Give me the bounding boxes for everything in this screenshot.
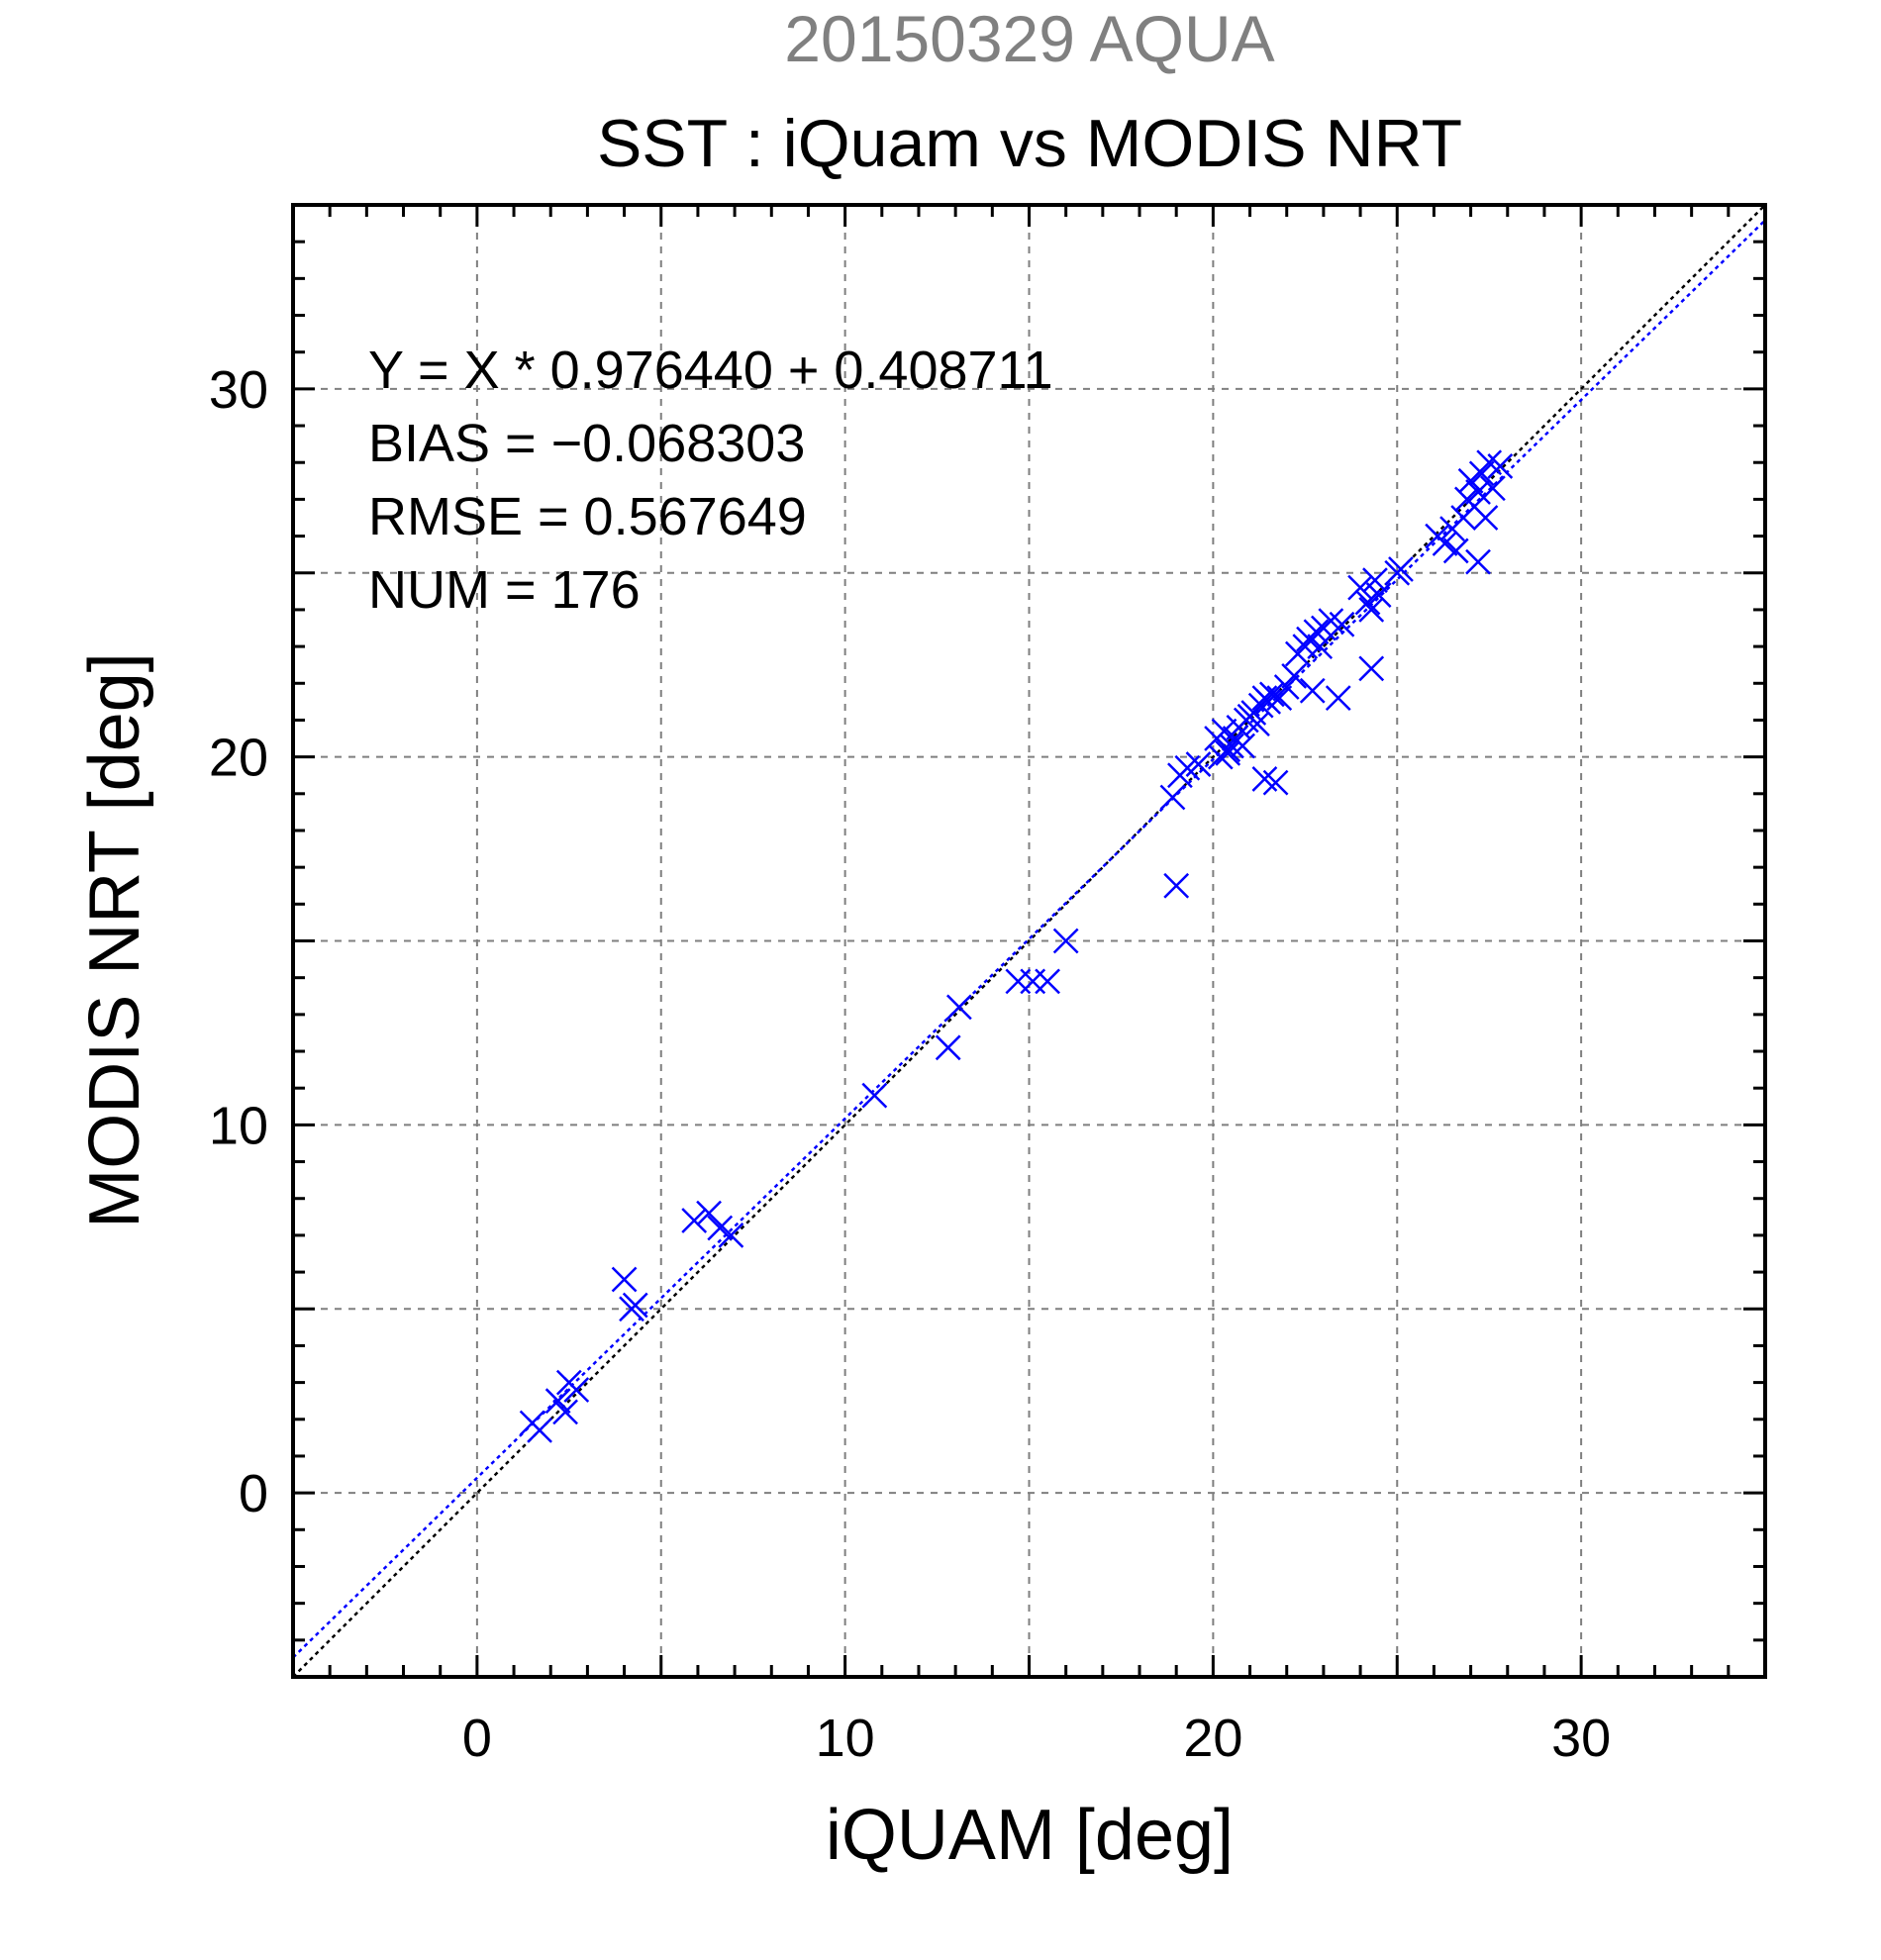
stats-bias: BIAS = −0.068303 bbox=[368, 414, 805, 473]
data-point bbox=[1281, 662, 1308, 689]
data-point bbox=[1273, 674, 1300, 700]
data-point bbox=[1329, 611, 1355, 637]
data-point bbox=[1472, 505, 1499, 531]
data-point bbox=[1052, 928, 1079, 954]
data-point bbox=[681, 1208, 708, 1233]
y-tick-label: 10 bbox=[209, 1096, 268, 1155]
data-point bbox=[1258, 681, 1285, 708]
data-point bbox=[718, 1223, 744, 1248]
x-tick-label: 0 bbox=[462, 1709, 492, 1768]
y-tick-label: 0 bbox=[239, 1464, 268, 1523]
data-point bbox=[696, 1200, 722, 1226]
data-point bbox=[1347, 574, 1373, 601]
stats-regression: Y = X * 0.976440 + 0.408711 bbox=[368, 341, 1053, 400]
data-point bbox=[1230, 733, 1255, 759]
data-point bbox=[544, 1388, 571, 1415]
data-point bbox=[1442, 538, 1469, 564]
data-point bbox=[861, 1082, 888, 1109]
x-tick-label: 20 bbox=[1183, 1709, 1242, 1768]
data-point bbox=[1159, 784, 1186, 811]
data-point bbox=[527, 1418, 552, 1443]
tick-labels: 0 10 20 30 0 10 20 30 bbox=[209, 360, 1611, 1768]
data-point bbox=[1362, 567, 1388, 594]
identity-line bbox=[292, 204, 1766, 1678]
x-axis-label: iQUAM [deg] bbox=[826, 1796, 1234, 1875]
data-point bbox=[1035, 968, 1060, 995]
data-point bbox=[1354, 589, 1381, 616]
data-point bbox=[1480, 475, 1506, 502]
data-point bbox=[1215, 736, 1241, 763]
data-point bbox=[1388, 556, 1414, 582]
data-point bbox=[1299, 677, 1326, 704]
data-point bbox=[1262, 769, 1289, 796]
data-point bbox=[1215, 740, 1241, 766]
data-point bbox=[1487, 453, 1514, 479]
y-tick-label: 30 bbox=[209, 360, 268, 420]
data-point bbox=[1163, 872, 1190, 899]
data-point bbox=[1020, 968, 1046, 995]
y-axis-label: MODIS NRT [deg] bbox=[75, 652, 154, 1228]
chart-supertitle: 20150329 AQUA bbox=[784, 2, 1274, 75]
data-point bbox=[611, 1266, 638, 1293]
data-point bbox=[945, 994, 972, 1021]
data-point bbox=[1365, 582, 1392, 608]
x-tick-label: 10 bbox=[816, 1709, 875, 1768]
data-point bbox=[622, 1292, 648, 1319]
data-point bbox=[1005, 968, 1032, 995]
data-point bbox=[1468, 460, 1495, 487]
y-tick-label: 20 bbox=[209, 729, 268, 788]
data-point bbox=[552, 1399, 578, 1425]
data-point bbox=[1358, 597, 1385, 623]
plot-frame bbox=[291, 203, 1767, 1679]
data-point bbox=[1303, 619, 1330, 645]
data-point bbox=[1325, 685, 1351, 712]
data-point bbox=[935, 1034, 961, 1061]
data-point bbox=[1465, 548, 1491, 575]
data-point bbox=[1358, 655, 1385, 682]
chart-title: SST : iQuam vs MODIS NRT bbox=[597, 106, 1462, 181]
data-point bbox=[1432, 531, 1458, 556]
data-point bbox=[563, 1377, 590, 1403]
data-point bbox=[1185, 751, 1212, 777]
stats-rmse: RMSE = 0.567649 bbox=[368, 487, 807, 546]
stats-num: NUM = 176 bbox=[368, 560, 641, 620]
x-tick-label: 30 bbox=[1551, 1709, 1611, 1768]
stats-annotation: Y = X * 0.976440 + 0.408711 BIAS = −0.06… bbox=[368, 341, 1053, 620]
data-points bbox=[519, 449, 1514, 1443]
data-point bbox=[707, 1215, 734, 1241]
data-point bbox=[1266, 685, 1293, 712]
